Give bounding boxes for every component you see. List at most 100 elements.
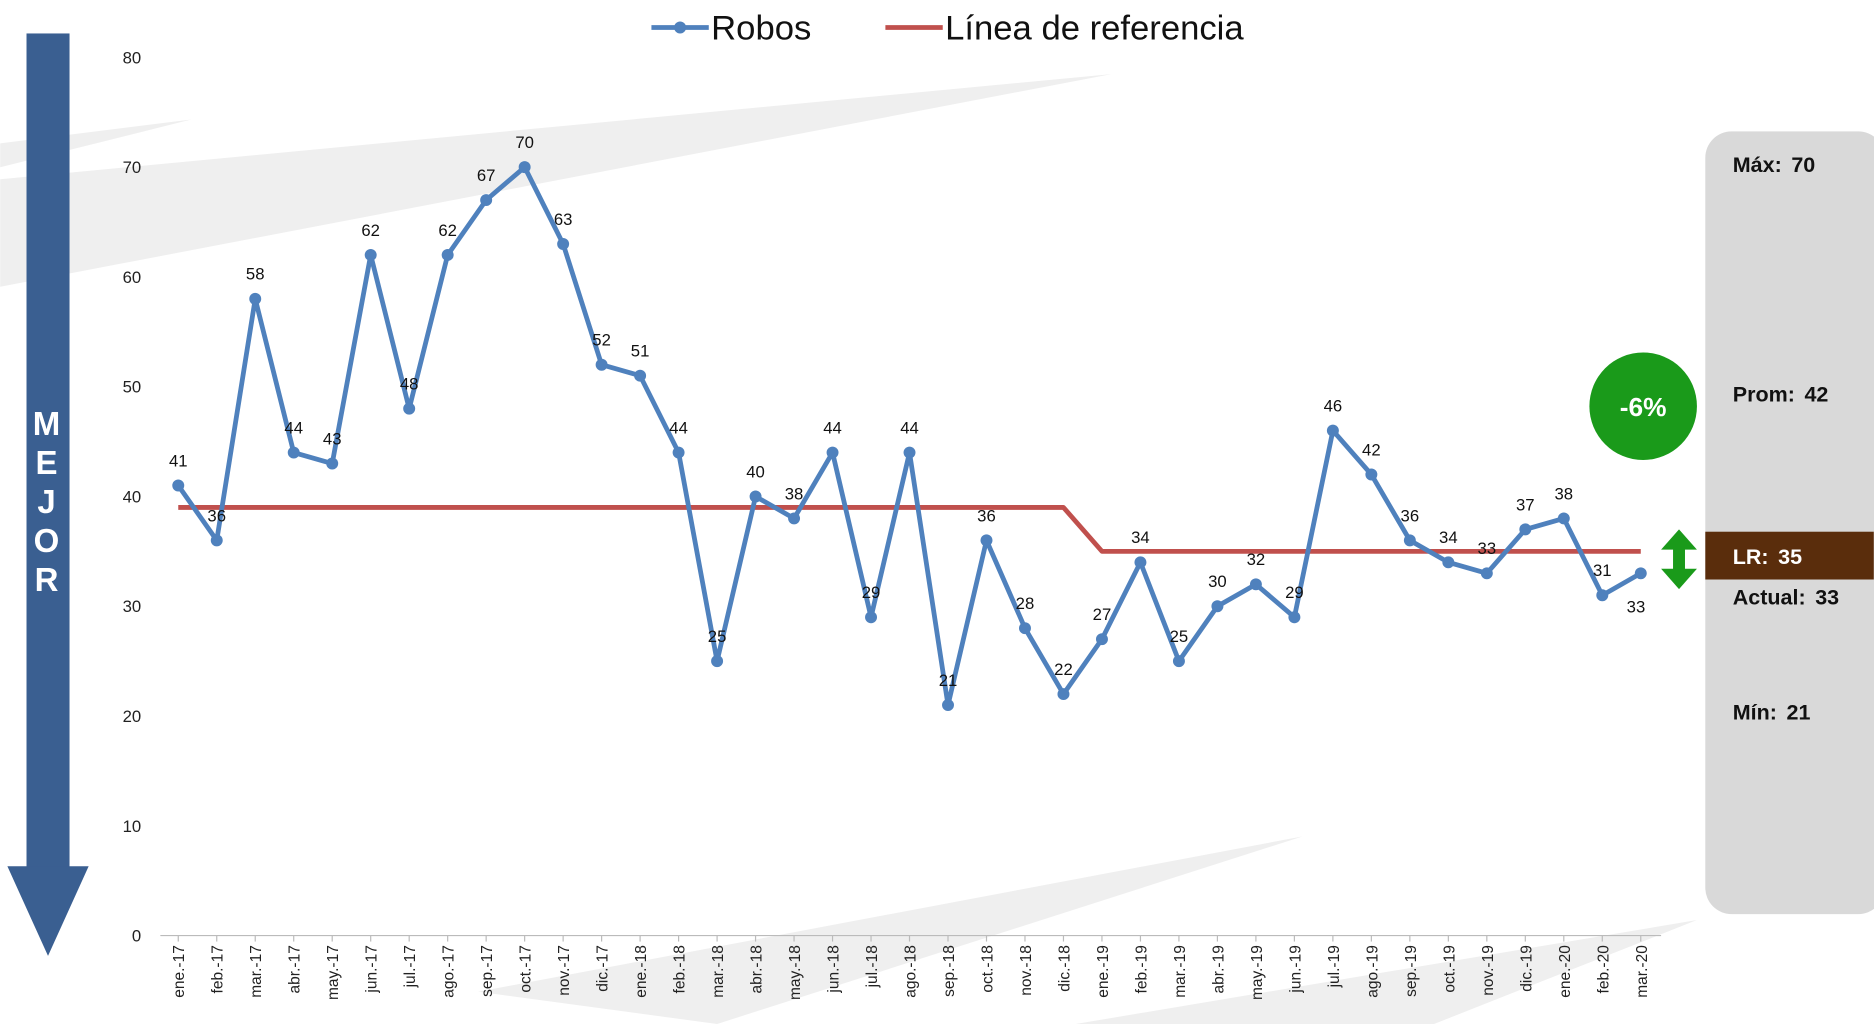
- data-label: 67: [477, 166, 496, 185]
- data-label: 38: [1554, 484, 1573, 503]
- data-label: 36: [1401, 506, 1420, 525]
- data-point: [249, 292, 262, 305]
- stat-value: 70: [1791, 153, 1815, 177]
- data-label: 44: [284, 418, 303, 437]
- stat-value: 21: [1787, 700, 1811, 724]
- data-point: [634, 369, 647, 382]
- data-point: [1211, 600, 1224, 613]
- y-tick-label: 60: [123, 268, 142, 287]
- x-tick-label: sep.-17: [479, 945, 496, 997]
- change-badge: [1589, 352, 1697, 461]
- streak: [1075, 920, 1697, 1024]
- x-tick-label: oct.-17: [518, 945, 535, 992]
- x-tick-label: feb.-19: [1133, 945, 1150, 993]
- arrow-up: [1661, 529, 1697, 550]
- data-label: 44: [669, 418, 688, 437]
- data-point: [1095, 633, 1108, 646]
- data-point: [557, 238, 570, 250]
- arrow-head: [7, 866, 89, 956]
- legend-label: Robos: [711, 9, 811, 47]
- data-point: [1326, 424, 1339, 437]
- data-point: [711, 655, 724, 668]
- double-arrow: [1661, 529, 1697, 590]
- reference-band: [1705, 531, 1874, 580]
- data-point: [1134, 556, 1147, 569]
- x-tick-label: mar.-19: [1172, 945, 1189, 998]
- x-tick-label: sep.-19: [1403, 945, 1420, 997]
- direction-label: MEJOR: [28, 405, 65, 600]
- direction-arrow: [7, 33, 89, 956]
- data-point: [788, 512, 801, 525]
- data-point: [1557, 512, 1570, 525]
- data-label: 63: [554, 210, 573, 229]
- x-tick-label: feb.-17: [210, 945, 227, 993]
- arrow-down: [1661, 568, 1697, 590]
- data-label: 25: [708, 627, 727, 646]
- data-label: 29: [862, 583, 881, 602]
- data-label: 34: [1131, 528, 1150, 547]
- data-point: [903, 446, 916, 459]
- data-point: [364, 248, 377, 261]
- x-tick-label: abr.-19: [1210, 945, 1227, 993]
- stat-label: Prom:: [1733, 382, 1795, 406]
- x-tick-label: feb.-18: [672, 945, 689, 993]
- x-tick-label: dic.-19: [1518, 945, 1535, 992]
- data-label: 70: [515, 133, 534, 152]
- data-label: 42: [1362, 440, 1381, 459]
- x-tick-label: may.-19: [1249, 945, 1266, 1000]
- x-tick-label: sep.-18: [941, 945, 958, 997]
- legend-label: Línea de referencia: [945, 9, 1244, 47]
- x-tick-label: may.-17: [325, 945, 342, 1000]
- data-point: [287, 446, 300, 459]
- data-label: 52: [592, 331, 611, 350]
- data-point: [1403, 534, 1416, 547]
- stat-label: Máx:: [1733, 153, 1782, 177]
- change-badge-text: -6%: [1620, 392, 1667, 422]
- data-point: [1480, 567, 1493, 580]
- x-tick-label: jul.-17: [402, 945, 419, 988]
- x-tick-label: dic.-17: [595, 945, 612, 992]
- x-tick-label: dic.-18: [1056, 945, 1073, 992]
- x-tick-label: jun.-17: [364, 945, 381, 993]
- x-tick-label: ene.-18: [633, 945, 650, 998]
- x-tick-label: mar.-17: [248, 945, 265, 998]
- data-label: 38: [785, 484, 804, 503]
- y-tick-label: 20: [123, 707, 142, 726]
- x-tick-label: ene.-17: [171, 945, 188, 998]
- streak: [478, 836, 1303, 1024]
- x-tick-label: nov.-18: [1018, 945, 1035, 996]
- y-tick-label: 80: [123, 48, 142, 67]
- data-label: 40: [746, 462, 765, 481]
- stat-label: Mín:: [1733, 700, 1777, 724]
- data-label: 62: [438, 221, 457, 240]
- data-label: 46: [1324, 396, 1343, 415]
- data-point: [672, 446, 685, 459]
- data-point: [865, 611, 878, 624]
- data-point: [1249, 578, 1262, 591]
- data-label: 41: [169, 451, 188, 470]
- data-label: 37: [1516, 495, 1535, 514]
- data-point: [326, 457, 339, 470]
- data-label: 29: [1285, 583, 1304, 602]
- series-line: [178, 505, 1641, 554]
- x-tick-label: nov.-19: [1480, 945, 1497, 996]
- data-label: 31: [1593, 561, 1612, 580]
- data-label: 34: [1439, 528, 1458, 547]
- data-point: [942, 699, 954, 712]
- x-tick-label: may.-18: [787, 945, 804, 1000]
- data-label: 33: [1478, 539, 1497, 558]
- x-tick-label: oct.-19: [1441, 945, 1458, 992]
- data-label: 36: [207, 506, 226, 525]
- data-point: [480, 194, 493, 207]
- data-label: 36: [977, 506, 996, 525]
- y-tick-label: 0: [132, 927, 141, 946]
- data-point: [1365, 468, 1378, 481]
- data-label: 21: [939, 671, 958, 690]
- data-point: [1057, 688, 1070, 701]
- stats-panel: [1705, 131, 1874, 915]
- x-tick-label: oct.-18: [979, 945, 996, 992]
- data-point: [403, 402, 416, 415]
- x-tick-label: ago.-19: [1364, 945, 1381, 998]
